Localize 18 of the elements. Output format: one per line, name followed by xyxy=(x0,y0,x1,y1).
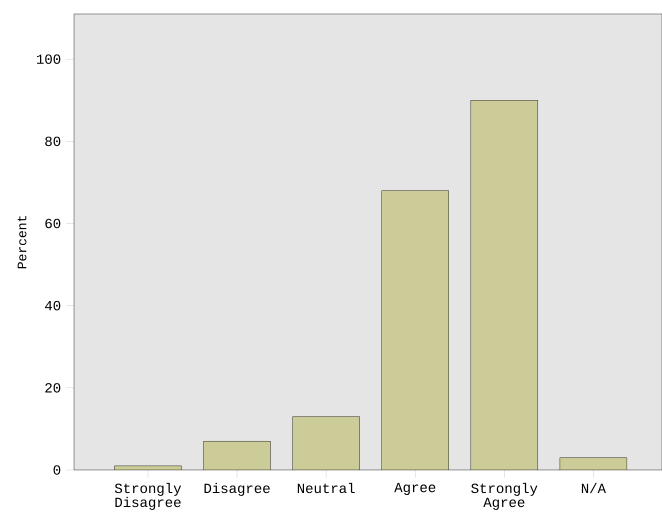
bar xyxy=(382,190,449,470)
x-tick-label: Strongly Agree xyxy=(471,482,538,510)
y-tick-label: 100 xyxy=(36,54,60,64)
x-tick-label: Strongly Disagree xyxy=(114,482,182,510)
y-tick-label: 20 xyxy=(45,383,60,393)
bar xyxy=(560,457,628,470)
y-tick-label: 60 xyxy=(45,218,60,228)
x-tick-label: Agree xyxy=(394,482,436,495)
y-axis-title: Percent xyxy=(18,216,26,268)
x-tick-label: Disagree xyxy=(204,482,270,496)
bar xyxy=(292,416,360,470)
y-tick-label: 80 xyxy=(45,136,60,146)
bar xyxy=(204,441,271,470)
y-tick-label: 0 xyxy=(54,465,60,475)
bar xyxy=(470,100,538,470)
y-tick-label: 40 xyxy=(45,300,60,310)
x-tick-label: Neutral xyxy=(298,482,355,494)
x-tick-label: N/A xyxy=(582,482,606,494)
